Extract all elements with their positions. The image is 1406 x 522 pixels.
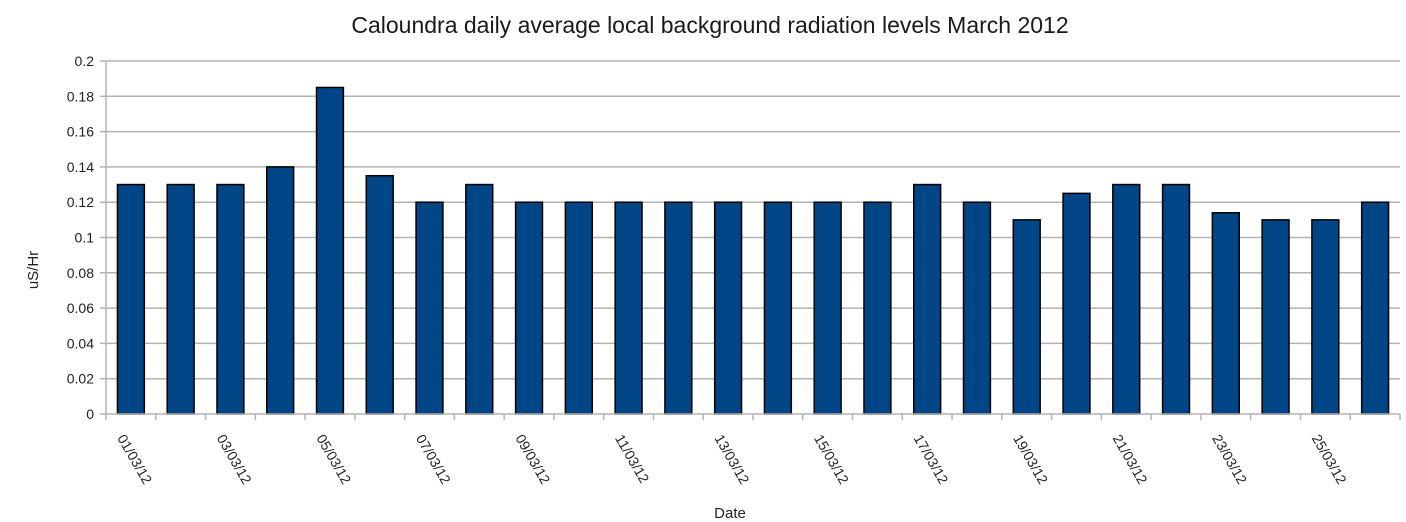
bar [962,201,992,415]
bar [1261,219,1290,415]
y-tick-label: 0.14 [67,159,94,175]
x-tick-label: 07/03/12 [413,432,454,487]
bar [216,183,245,415]
x-tick-label: 05/03/12 [313,432,354,487]
x-tick-label: 17/03/12 [911,432,952,487]
bar [415,201,444,415]
bar [514,201,544,415]
y-tick-label: 0.18 [67,88,94,104]
y-tick-label: 0.06 [67,300,94,316]
x-axis-label: Date [714,505,746,522]
x-tick-label: 13/03/12 [712,432,753,487]
bar [863,201,892,415]
bar [664,201,693,415]
bar [166,183,195,415]
bar [564,201,593,415]
y-tick-label: 0.2 [75,53,95,69]
bar [1360,201,1390,415]
x-tick-label: 11/03/12 [612,432,653,486]
y-tick-label: 0.02 [67,371,94,387]
y-tick-label: 0.04 [67,335,94,351]
bar [315,86,345,415]
bar [1211,212,1240,415]
bar [1311,219,1340,415]
chart-title: Caloundra daily average local background… [351,12,1069,38]
bar [465,183,494,415]
bar [266,166,295,415]
x-tick-label: 01/03/12 [114,432,155,487]
bar [763,201,793,415]
y-tick-label: 0.1 [75,230,95,246]
x-tick-label: 23/03/12 [1209,432,1250,487]
bars-layer [116,86,1390,415]
bar [116,183,146,415]
bar [713,201,743,415]
x-tick-label: 03/03/12 [214,432,255,487]
y-tick-label: 0.08 [67,265,94,281]
x-tick-label: 09/03/12 [512,432,553,487]
x-tick-label: 19/03/12 [1010,432,1051,487]
y-axis-label: uS/Hr [25,251,42,289]
x-tick-label: 15/03/12 [811,432,852,487]
bar [1012,219,1041,415]
bar [614,201,643,415]
grid-layer [106,60,1400,380]
bar [365,174,394,415]
y-tick-label: 0.16 [67,124,94,140]
x-tick-label: 21/03/12 [1110,432,1151,487]
x-tick-label: 25/03/12 [1309,432,1350,487]
bar [913,183,942,415]
bar [1112,183,1141,415]
bar [1161,183,1191,415]
bar [813,201,842,415]
y-tick-label: 0 [86,406,94,422]
bar [1062,192,1091,415]
y-tick-label: 0.12 [67,194,94,210]
